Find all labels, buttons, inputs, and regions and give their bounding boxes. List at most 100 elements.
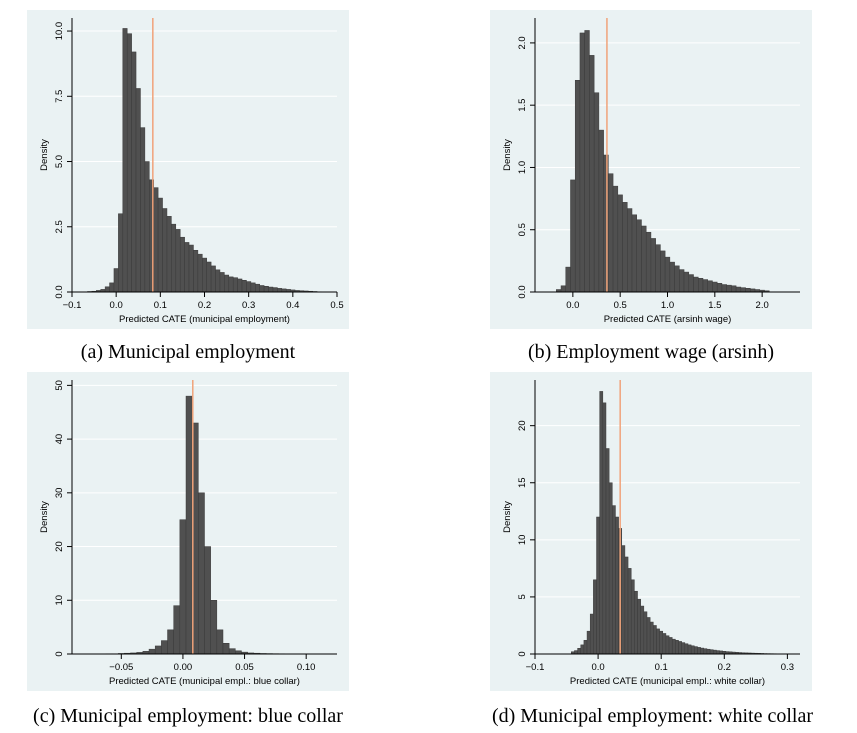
x-tick-label: 0.0 <box>591 662 604 673</box>
histogram-bar <box>584 30 590 293</box>
histogram-bar <box>574 650 578 655</box>
y-tick-label: 40 <box>54 434 65 445</box>
y-tick-label: 0.5 <box>517 223 528 236</box>
histogram-bar <box>674 265 680 293</box>
histogram-bar <box>206 261 212 293</box>
x-tick-label: 0.5 <box>614 300 627 311</box>
caption-b: (b) Employment wage (arsinh) <box>527 341 775 363</box>
histogram-bar <box>126 33 132 293</box>
histogram-bar <box>605 448 610 655</box>
x-tick-label: 0.1 <box>154 300 167 311</box>
histogram-bar <box>646 617 651 655</box>
x-tick-label: 0.2 <box>718 662 731 673</box>
histogram-bar <box>636 219 642 293</box>
y-axis-label: Density <box>502 139 513 171</box>
histogram-bar <box>259 285 265 293</box>
histogram-bar <box>237 278 243 293</box>
histogram-bar <box>707 280 713 293</box>
histogram-bar <box>228 276 234 293</box>
x-tick-label: 0.3 <box>781 662 794 673</box>
histogram-bar <box>712 281 718 293</box>
histogram-bar <box>608 173 614 293</box>
x-tick-label: 0.3 <box>242 300 255 311</box>
x-tick-label: 2.0 <box>756 300 769 311</box>
x-tick-label: 0.2 <box>198 300 211 311</box>
histogram-bar <box>627 208 633 293</box>
histogram-bar <box>687 644 692 655</box>
histogram-bar <box>162 208 168 293</box>
histogram-bar <box>215 269 221 293</box>
y-tick-label: 10 <box>54 595 65 606</box>
histogram-bar <box>140 127 146 293</box>
histogram-bar <box>167 629 174 655</box>
histogram-bar <box>688 274 694 293</box>
y-tick-label: 20 <box>54 541 65 552</box>
histogram-bar <box>589 613 594 655</box>
histogram-bar <box>660 250 666 293</box>
histogram-bar <box>649 621 654 655</box>
histogram-bar <box>185 395 193 655</box>
histogram-bar <box>622 202 628 293</box>
caption-a: (a) Municipal employment <box>80 341 296 363</box>
chart-b-svg: 0.0 0.5 1.0 1.5 2.0 0.0 0.5 1.0 1.5 2.0 Predicted … <box>502 18 800 325</box>
histogram-bar <box>179 519 187 655</box>
histogram-bar <box>712 649 717 655</box>
histogram-bar <box>161 640 168 655</box>
x-axis-label: Predicted CATE (municipal empl.: white c… <box>570 676 765 687</box>
y-tick-label: 7.5 <box>54 90 65 103</box>
histogram-bar <box>118 213 124 293</box>
x-tick-label: 0.0 <box>566 300 579 311</box>
histogram-bar <box>630 579 635 655</box>
histogram-bar <box>716 283 723 293</box>
y-axis-label: Density <box>39 501 50 533</box>
y-tick-label: 30 <box>54 488 65 499</box>
histogram-bar <box>634 590 638 655</box>
histogram-bar <box>202 257 207 293</box>
x-tick-label: 0.00 <box>174 662 193 673</box>
histogram-bar <box>263 286 269 293</box>
histogram-bar <box>173 605 181 655</box>
histogram-bar <box>684 643 689 655</box>
histogram-bar <box>735 286 742 293</box>
histogram-bar <box>197 253 203 293</box>
y-tick-label: 0 <box>54 651 65 656</box>
histogram-bar <box>664 256 671 293</box>
y-tick-label: 1.0 <box>517 161 528 174</box>
histogram-bar <box>188 244 194 293</box>
histogram-bar <box>596 516 600 655</box>
y-tick-label: 5.0 <box>54 155 65 168</box>
histogram-bar <box>210 265 216 293</box>
x-tick-label: −0.1 <box>526 662 545 673</box>
panel-a: −0.1 0.0 0.1 0.2 0.3 0.4 0.5 0.0 2.5 5.0 7.5 10.0 Pr… <box>27 10 349 329</box>
histogram-bar <box>678 641 682 655</box>
histogram-bar <box>683 271 690 293</box>
y-tick-label: 0.0 <box>517 285 528 298</box>
histogram-bar <box>204 546 211 655</box>
histogram-bar <box>653 625 657 655</box>
histogram-bar <box>598 129 604 293</box>
histogram-bar <box>574 80 581 293</box>
y-tick-label: 2.0 <box>517 36 528 49</box>
y-tick-label: 10.0 <box>54 22 65 41</box>
histogram-bar <box>690 645 695 655</box>
y-tick-label: 20 <box>517 420 528 431</box>
histogram-bar <box>179 236 185 293</box>
x-tick-label: −0.1 <box>63 300 82 311</box>
histogram-bar <box>166 216 172 293</box>
histogram-bar <box>157 197 163 293</box>
histogram-bar <box>656 628 660 655</box>
histogram-bar <box>650 238 656 293</box>
caption-c: (c) Municipal employment: blue collar <box>33 705 343 727</box>
histogram-bar <box>193 249 199 293</box>
histogram-bar <box>210 600 218 655</box>
histogram-bar <box>241 280 247 293</box>
panel-c: −0.05 0.00 0.05 0.10 0 10 20 30 40 50 Predicted CA… <box>27 372 349 691</box>
histogram-bar <box>593 92 600 293</box>
histogram-bar <box>675 640 679 655</box>
histogram-bar <box>216 629 224 655</box>
histogram-bar <box>637 598 641 655</box>
histogram-bar <box>219 272 225 293</box>
histogram-bar <box>643 611 648 655</box>
y-tick-label: 50 <box>54 380 65 391</box>
histogram-bar <box>698 278 704 293</box>
